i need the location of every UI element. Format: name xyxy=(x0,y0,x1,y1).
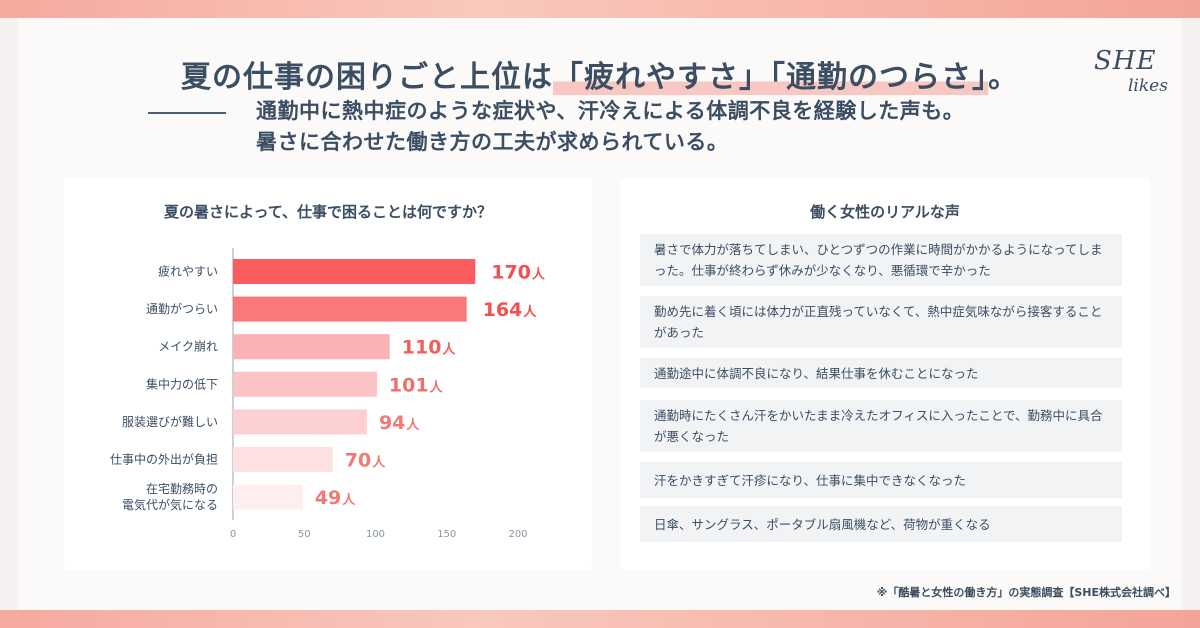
bar-3 xyxy=(233,334,390,360)
voice-card-3: 通勤途中に体調不良になり、結果仕事を休むことになった xyxy=(640,358,1122,388)
logo-likes: likes xyxy=(1128,76,1168,96)
value-label-1: 170 xyxy=(491,262,531,284)
x-tick-label-100: 100 xyxy=(366,529,385,540)
subtitle-line-2: 暑さに合わせた働き方の工夫が求められている。 xyxy=(256,130,729,154)
voice-text-5: 汗をかきすぎて汗疹になり、仕事に集中できなくなった xyxy=(654,472,967,488)
value-unit-6: 人 xyxy=(372,455,386,471)
bar-6 xyxy=(233,447,333,472)
category-label-1: 疲れやすい xyxy=(158,264,218,279)
voice-card-6: 日傘、サングラス、ポータブル扇風機など、荷物が重くなる xyxy=(640,506,1122,542)
page-title: 夏の仕事の困りごと上位は「疲れやすさ」「通勤のつらさ」。 xyxy=(0,52,1200,96)
bar-7 xyxy=(233,484,303,510)
value-label-7: 49 xyxy=(315,487,341,509)
voice-card-4: 通勤時にたくさん汗をかいたまま冷えたオフィスに入ったことで、勤務中に具合が悪くな… xyxy=(640,400,1122,452)
bar-2 xyxy=(233,296,467,322)
category-label-2: 通勤がつらい xyxy=(146,301,218,316)
bottom-color-band xyxy=(0,610,1200,628)
bar-4 xyxy=(233,371,377,397)
category-label-5: 服装選びが難しい xyxy=(122,414,218,429)
value-unit-2: 人 xyxy=(523,304,537,320)
title-suffix: 。 xyxy=(988,60,1019,95)
voice-card-1: 暑さで体力が落ちてしまい、ひとつずつの作業に時間がかかるようになってしまった。仕… xyxy=(640,234,1122,286)
category-label-7-line-2: 電気代が気になる xyxy=(122,497,218,512)
voice-card-5: 汗をかきすぎて汗疹になり、仕事に集中できなくなった xyxy=(640,462,1122,498)
voice-text-4: 通勤時にたくさん汗をかいたまま冷えたオフィスに入ったことで、勤務中に具合が悪くな… xyxy=(654,408,1103,444)
value-unit-4: 人 xyxy=(430,379,444,395)
category-label-3: メイク崩れ xyxy=(158,340,218,354)
bar-1 xyxy=(233,259,476,284)
voice-text-1: 暑さで体力が落ちてしまい、ひとつずつの作業に時間がかかるようになってしまった。仕… xyxy=(654,242,1103,278)
voice-text-6: 日傘、サングラス、ポータブル扇風機など、荷物が重くなる xyxy=(654,516,991,532)
title-highlight: 「疲れやすさ」「通勤のつらさ」 xyxy=(553,60,988,95)
x-tick-label-200: 200 xyxy=(508,529,527,540)
she-likes-logo: SHE likes xyxy=(1094,46,1184,102)
chart-title: 夏の暑さによって、仕事で困ることは何ですか？ xyxy=(163,203,493,221)
x-tick-label-0: 0 xyxy=(230,529,236,540)
x-tick-label-150: 150 xyxy=(437,529,456,540)
value-label-5: 94 xyxy=(379,412,405,434)
value-label-4: 101 xyxy=(389,374,429,396)
voice-text-3: 通勤途中に体調不良になり、結果仕事を休むことになった xyxy=(654,365,979,381)
category-label-4: 集中力の低下 xyxy=(146,376,218,391)
logo-she: SHE xyxy=(1094,46,1157,76)
voices-title: 働く女性のリアルな声 xyxy=(810,203,960,221)
x-tick-label-50: 50 xyxy=(298,529,311,540)
value-label-3: 110 xyxy=(402,337,442,359)
bar-5 xyxy=(233,409,367,435)
title-prefix: 夏の仕事の困りごと上位は xyxy=(181,60,553,95)
top-color-band xyxy=(0,0,1200,18)
value-unit-3: 人 xyxy=(442,342,456,358)
value-unit-7: 人 xyxy=(342,492,356,508)
footnote: ※「酷暑と女性の働き方」の実態調査【SHE株式会社調べ】 xyxy=(876,586,1176,599)
value-label-6: 70 xyxy=(345,450,371,472)
subtitle-line-1: 通勤中に熱中症のような症状や、汗冷えによる体調不良を経験した声も。 xyxy=(256,99,965,123)
voice-card-2: 勤め先に着く頃には体力が正直残っていなくて、熱中症気味ながら接客することがあった xyxy=(640,296,1122,348)
value-label-2: 164 xyxy=(483,299,523,321)
subtitle: 通勤中に熱中症のような症状や、汗冷えによる体調不良を経験した声も。 暑さに合わせ… xyxy=(256,96,964,158)
value-unit-1: 人 xyxy=(532,267,546,283)
category-label-6: 仕事中の外出が負担 xyxy=(110,452,218,467)
category-label-7-line-1: 在宅勤務時の xyxy=(146,481,218,496)
subtitle-rule xyxy=(148,112,226,114)
value-unit-5: 人 xyxy=(406,417,420,433)
voice-text-2: 勤め先に着く頃には体力が正直残っていなくて、熱中症気味ながら接客することがあった xyxy=(654,304,1103,340)
